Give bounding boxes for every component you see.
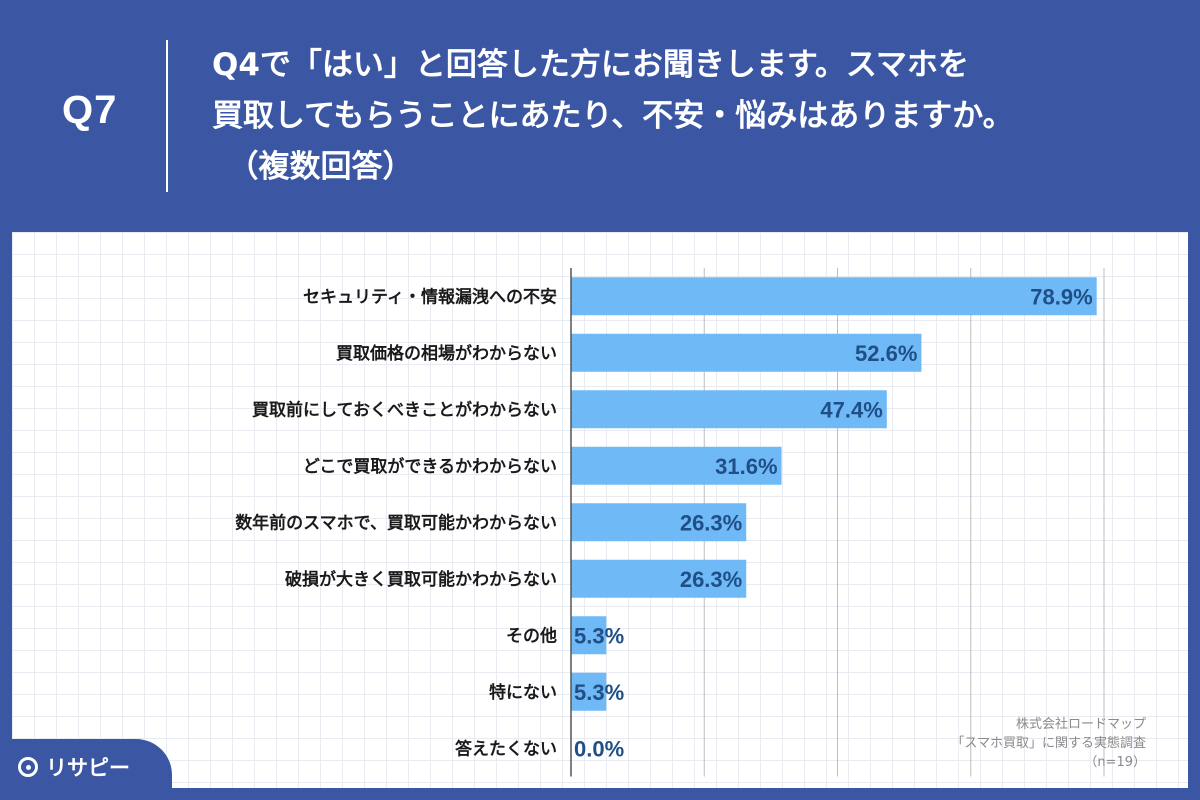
category-label: セキュリティ・情報漏洩への不安 (303, 286, 557, 307)
pin-icon (18, 757, 38, 777)
value-label: 78.9% (1030, 284, 1092, 309)
value-label: 52.6% (855, 341, 917, 366)
bar (571, 333, 922, 372)
value-label: 5.3% (574, 623, 624, 648)
category-label: 数年前のスマホで、買取可能かわからない (235, 512, 557, 533)
value-label: 26.3% (680, 510, 742, 535)
category-label: 買取価格の相場がわからない (336, 343, 557, 364)
source-note: 株式会社ロードマップ 「スマホ買取」に関する実態調査 （n=19） (951, 715, 1146, 772)
bar (571, 503, 747, 542)
bar (571, 390, 887, 429)
value-label: 0.0% (574, 736, 624, 761)
category-label: 答えたくない (455, 738, 557, 759)
logo: リサピー (18, 752, 130, 782)
category-label: 破損が大きく買取可能かわからない (285, 569, 557, 590)
category-label: 特にない (489, 682, 557, 703)
category-label: 買取前にしておくべきことがわからない (252, 399, 557, 420)
logo-text: リサピー (46, 756, 130, 780)
category-label: どこで買取ができるかわからない (303, 456, 557, 477)
bar (571, 616, 607, 655)
divider (166, 40, 168, 192)
bar (571, 277, 1097, 316)
bar (571, 559, 747, 598)
bar-chart: セキュリティ・情報漏洩への不安 78.9% 買取価格の相場がわからない 52.6% 買取… (235, 268, 1105, 777)
value-label: 31.6% (715, 454, 777, 479)
header: Q7 Q4で「はい」と回答した方にお聞きします。スマホを 買取してもらうことにあ… (0, 0, 1200, 230)
bar (571, 672, 607, 711)
question-text: Q4で「はい」と回答した方にお聞きします。スマホを 買取してもらうことにあたり、… (212, 47, 1014, 185)
value-label: 5.3% (574, 680, 624, 705)
source-company: 株式会社ロードマップ (1015, 717, 1146, 732)
question-number: Q7 (62, 88, 118, 132)
value-label: 47.4% (820, 397, 882, 422)
chart-panel: セキュリティ・情報漏洩への不安 78.9% 買取価格の相場がわからない 52.6% 買取… (12, 232, 1188, 788)
bar (571, 446, 782, 485)
category-label: その他 (506, 625, 557, 646)
source-sample-size: （n=19） (1084, 755, 1146, 770)
value-label: 26.3% (680, 567, 742, 592)
source-survey: 「スマホ買取」に関する実態調査 (951, 736, 1146, 751)
